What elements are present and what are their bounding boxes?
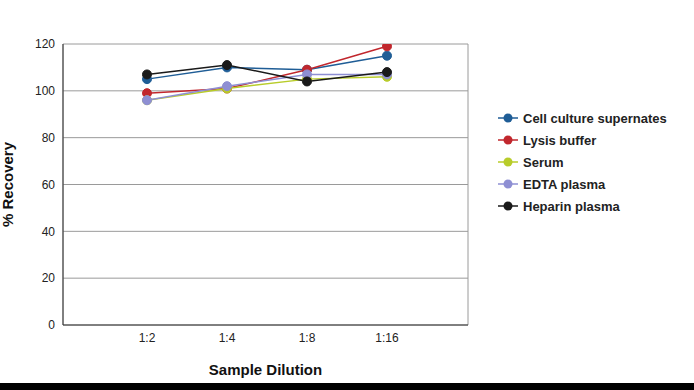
- svg-text:1:16: 1:16: [375, 331, 399, 345]
- svg-text:1:4: 1:4: [219, 331, 236, 345]
- svg-text:1:2: 1:2: [139, 331, 156, 345]
- svg-text:Sample Dilution: Sample Dilution: [209, 361, 322, 378]
- svg-text:120: 120: [35, 37, 55, 51]
- svg-text:% Recovery: % Recovery: [8, 141, 16, 227]
- html-text:Cell culture supernates: Cell culture supernates: [523, 110, 667, 126]
- svg-text:1:8: 1:8: [299, 331, 316, 345]
- svg-text:20: 20: [42, 271, 56, 285]
- html-text:Heparin plasma: Heparin plasma: [523, 198, 620, 214]
- svg-text:100: 100: [35, 84, 55, 98]
- html-text:EDTA plasma: EDTA plasma: [523, 176, 606, 192]
- svg-text:0: 0: [48, 318, 55, 332]
- svg-text:40: 40: [42, 225, 56, 239]
- html-text:Lysis buffer: Lysis buffer: [523, 132, 597, 148]
- svg-text:80: 80: [42, 131, 56, 145]
- svg-text:60: 60: [42, 178, 56, 192]
- html-text:Serum: Serum: [523, 154, 564, 170]
